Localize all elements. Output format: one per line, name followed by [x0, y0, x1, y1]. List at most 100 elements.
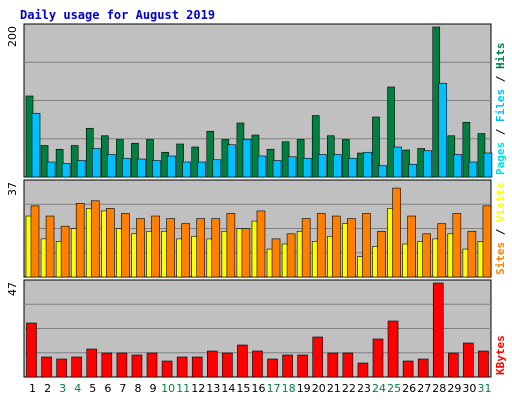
bar-kbytes [222, 352, 233, 378]
bar-kbytes [312, 336, 324, 378]
bar-hits [402, 149, 410, 178]
day-label: 26 [402, 382, 416, 395]
day-label: 18 [282, 382, 296, 395]
bar-files [302, 157, 312, 178]
chart-title: Daily usage for August 2019 [20, 8, 215, 22]
bar-hits [462, 121, 471, 178]
bar-sites [90, 200, 100, 278]
bar-sites [75, 203, 85, 278]
bar-sites [316, 213, 326, 278]
bar-kbytes [146, 352, 158, 378]
legend-entry: Files [494, 89, 507, 122]
day-label: 5 [89, 382, 96, 395]
bar-sites [362, 213, 371, 278]
bar-files [348, 157, 357, 178]
bar-kbytes [116, 352, 128, 378]
day-label: 24 [372, 382, 386, 395]
bar-kbytes [387, 320, 399, 378]
bar-files [31, 112, 41, 178]
bar-kbytes [342, 352, 354, 378]
bar-kbytes [463, 342, 474, 378]
bar-files [272, 160, 282, 178]
day-label: 3 [59, 382, 66, 395]
bar-files [137, 158, 146, 178]
bar-files [483, 152, 493, 178]
bar-hits [176, 143, 184, 178]
day-label: 13 [206, 382, 220, 395]
bar-files [242, 139, 252, 178]
bar-sites [452, 213, 462, 278]
panel-hits-files-pages: 200 Pages / Files / Hits [6, 23, 507, 178]
bar-kbytes [417, 358, 429, 378]
bar-kbytes [191, 356, 203, 378]
legend-entry: / [494, 69, 507, 89]
bar-files [76, 160, 86, 178]
bar-files [438, 82, 448, 178]
bar-files [332, 154, 342, 178]
panel-sites-visits: 37 Sites / Visits [6, 179, 507, 278]
day-label: 11 [176, 382, 190, 395]
day-label: 2 [44, 382, 51, 395]
bar-kbytes [101, 352, 113, 378]
day-label: 6 [104, 382, 111, 395]
bar-kbytes [402, 360, 414, 378]
day-label: 10 [161, 382, 175, 395]
bar-files [122, 157, 131, 178]
bar-hits [206, 130, 215, 178]
day-label: 14 [221, 382, 235, 395]
day-label: 23 [357, 382, 371, 395]
bar-sites [347, 218, 356, 278]
day-label: 20 [312, 382, 326, 395]
bar-sites [286, 233, 296, 278]
bar-files [212, 159, 222, 178]
bar-kbytes [252, 350, 263, 378]
bar-kbytes [161, 360, 173, 378]
day-label: 9 [150, 382, 157, 395]
bar-sites [166, 218, 175, 278]
day-label: 28 [432, 382, 446, 395]
bar-files [287, 156, 297, 178]
bar-files [257, 155, 267, 178]
day-label: 31 [477, 382, 491, 395]
bar-sites [60, 225, 70, 278]
bar-files [317, 154, 327, 178]
bar-files [197, 161, 207, 178]
bar-kbytes [86, 348, 98, 378]
bar-kbytes [41, 356, 52, 378]
bar-kbytes [297, 354, 308, 378]
bar-files [378, 165, 387, 178]
y-max-label: 37 [6, 182, 19, 196]
day-label: 4 [74, 382, 81, 395]
bar-kbytes [282, 354, 293, 378]
day-label: 16 [252, 382, 266, 395]
bar-sites [437, 223, 447, 278]
bar-files [393, 146, 402, 178]
legend-hits-files-pages: Pages / Files / Hits [494, 43, 507, 176]
bar-hits [372, 116, 380, 178]
bar-sites [211, 218, 221, 278]
bar-kbytes [26, 322, 37, 378]
bar-sites [45, 215, 55, 278]
bar-hits [146, 139, 154, 178]
bar-hits [311, 115, 320, 178]
bar-files [61, 163, 71, 178]
bar-files [468, 161, 478, 178]
bar-sites [151, 215, 160, 278]
bar-kbytes [357, 362, 369, 378]
y-max-label: 47 [6, 282, 19, 296]
bar-sites [467, 230, 477, 278]
legend-entry: KBytes [494, 335, 507, 375]
legend-entry: / [494, 122, 507, 142]
bar-files [152, 160, 161, 178]
legend-entry: Sites [494, 242, 507, 275]
day-label: 17 [267, 382, 281, 395]
bar-kbytes [432, 282, 444, 378]
bar-kbytes [56, 358, 67, 378]
legend-entry: Hits [494, 43, 507, 70]
bar-files [107, 154, 116, 178]
bar-kbytes [267, 358, 278, 378]
day-label: 12 [191, 382, 205, 395]
bar-files [91, 148, 101, 178]
